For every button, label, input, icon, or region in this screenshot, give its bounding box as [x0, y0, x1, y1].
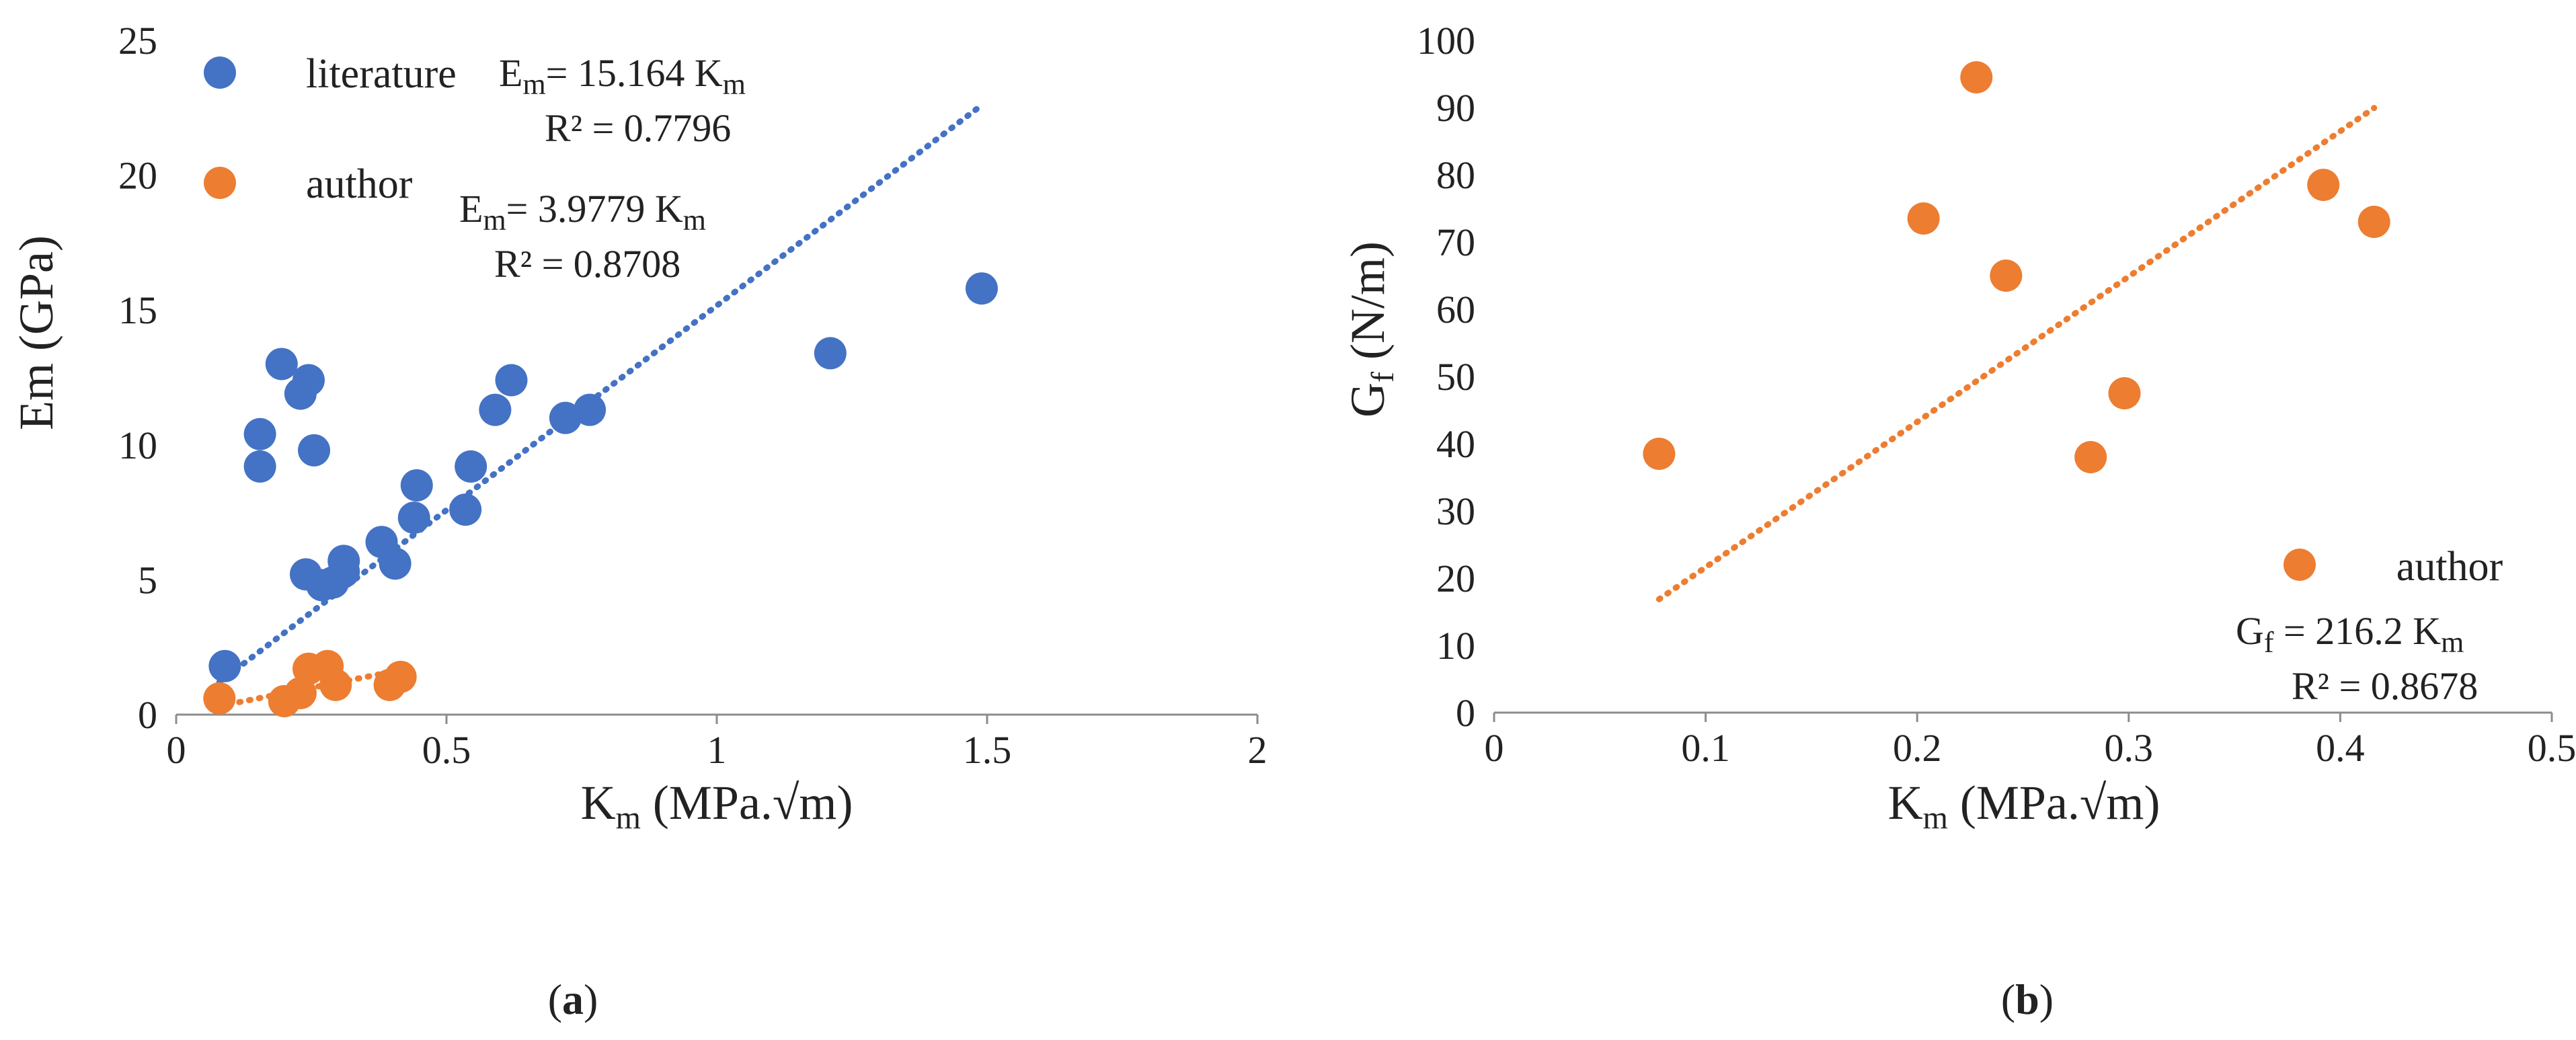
data-point-author: [1990, 259, 2023, 292]
chart-a-caption: (a): [548, 975, 598, 1023]
y-tick-label: 10: [118, 424, 157, 467]
data-point-literature: [292, 364, 325, 397]
data-point-author: [319, 668, 352, 701]
data-point-author: [1643, 438, 1676, 470]
data-point-literature: [327, 545, 360, 577]
equation-literature: Em= 15.164 Km: [499, 51, 746, 101]
data-point-literature: [397, 502, 430, 534]
r2-author-b: R² = 0.8678: [2292, 664, 2478, 708]
trendline-author: [1655, 105, 2378, 602]
x-tick-label: 0: [1485, 726, 1504, 770]
data-point-author: [1960, 61, 1993, 93]
data-point-literature: [243, 417, 276, 450]
x-tick-label: 0.5: [2528, 726, 2576, 770]
legend-label-author-b: author: [2396, 544, 2503, 590]
data-point-author: [2108, 377, 2141, 409]
y-tick-label: 100: [1417, 19, 1475, 63]
x-tick-label: 2: [1248, 728, 1267, 772]
y-tick-label: 20: [118, 154, 157, 198]
y-tick-label: 5: [138, 558, 157, 602]
y-tick-label: 40: [1436, 422, 1475, 466]
x-tick-label: 0.3: [2105, 726, 2154, 770]
data-point-author: [2307, 169, 2340, 201]
data-point-literature: [479, 393, 512, 426]
y-tick-label: 50: [1436, 355, 1475, 399]
data-point-author: [2357, 206, 2390, 238]
data-point-author: [203, 682, 236, 715]
x-tick-label: 0: [167, 728, 186, 772]
data-point-literature: [243, 450, 276, 483]
data-point-author: [2074, 441, 2107, 473]
x-tick-label: 0.1: [1681, 726, 1730, 770]
y-tick-label: 20: [1436, 557, 1475, 600]
x-tick-label: 0.5: [422, 728, 471, 772]
y-tick-label: 10: [1436, 624, 1475, 668]
legend-marker-author: [204, 167, 236, 199]
data-point-literature: [455, 450, 487, 483]
equation-author-b: Gf = 216.2 Km: [2236, 609, 2464, 659]
legend-label-literature: literature: [306, 51, 457, 97]
data-point-literature: [400, 469, 433, 502]
data-point-literature: [495, 364, 528, 397]
data-point-author: [1907, 202, 1940, 235]
chart-b-caption: (b): [2001, 975, 2054, 1023]
y-tick-label: 30: [1436, 489, 1475, 533]
x-tick-label: 1.5: [963, 728, 1012, 772]
data-point-literature: [265, 348, 298, 381]
data-point-literature: [549, 401, 582, 434]
equation-author-a: Em= 3.9779 Km: [459, 187, 706, 237]
r2-literature: R² = 0.7796: [545, 106, 731, 150]
y-tick-label: 70: [1436, 221, 1475, 264]
data-point-literature: [449, 493, 482, 526]
chart-b-y-axis-label: Gf (N/m): [1341, 241, 1401, 417]
data-point-literature: [298, 434, 331, 467]
y-tick-label: 0: [1456, 691, 1475, 735]
x-tick-label: 0.2: [1893, 726, 1942, 770]
legend-marker-author-b: [2284, 549, 2316, 581]
y-tick-label: 15: [118, 288, 157, 332]
legend-marker-literature: [204, 56, 236, 89]
data-point-literature: [379, 547, 412, 580]
y-tick-label: 90: [1436, 86, 1475, 130]
y-tick-label: 80: [1436, 153, 1475, 197]
chart-b: 0 0.1 0.2 0.3 0.4 0.5 0 10 20 30 40 50 60 70 80 90 100 G…: [1341, 19, 2576, 1023]
chart-b-x-axis-label: Km (MPa.√m): [1888, 776, 2160, 836]
data-point-author: [284, 676, 317, 709]
data-point-author: [384, 660, 417, 693]
data-point-literature: [814, 337, 847, 370]
data-point-literature: [208, 649, 241, 682]
data-point-literature: [965, 272, 998, 305]
y-tick-label: 0: [138, 693, 157, 737]
y-tick-label: 60: [1436, 288, 1475, 331]
x-tick-label: 0.4: [2316, 726, 2365, 770]
y-tick-label: 25: [118, 19, 157, 63]
chart-a-x-axis-label: Km (MPa.√m): [581, 776, 853, 836]
r2-author-a: R² = 0.8708: [494, 242, 680, 286]
data-point-literature: [574, 393, 607, 426]
x-tick-label: 1: [707, 728, 727, 772]
legend-label-author: author: [306, 161, 413, 207]
chart-a-y-axis-label: Em (GPa): [9, 235, 63, 430]
